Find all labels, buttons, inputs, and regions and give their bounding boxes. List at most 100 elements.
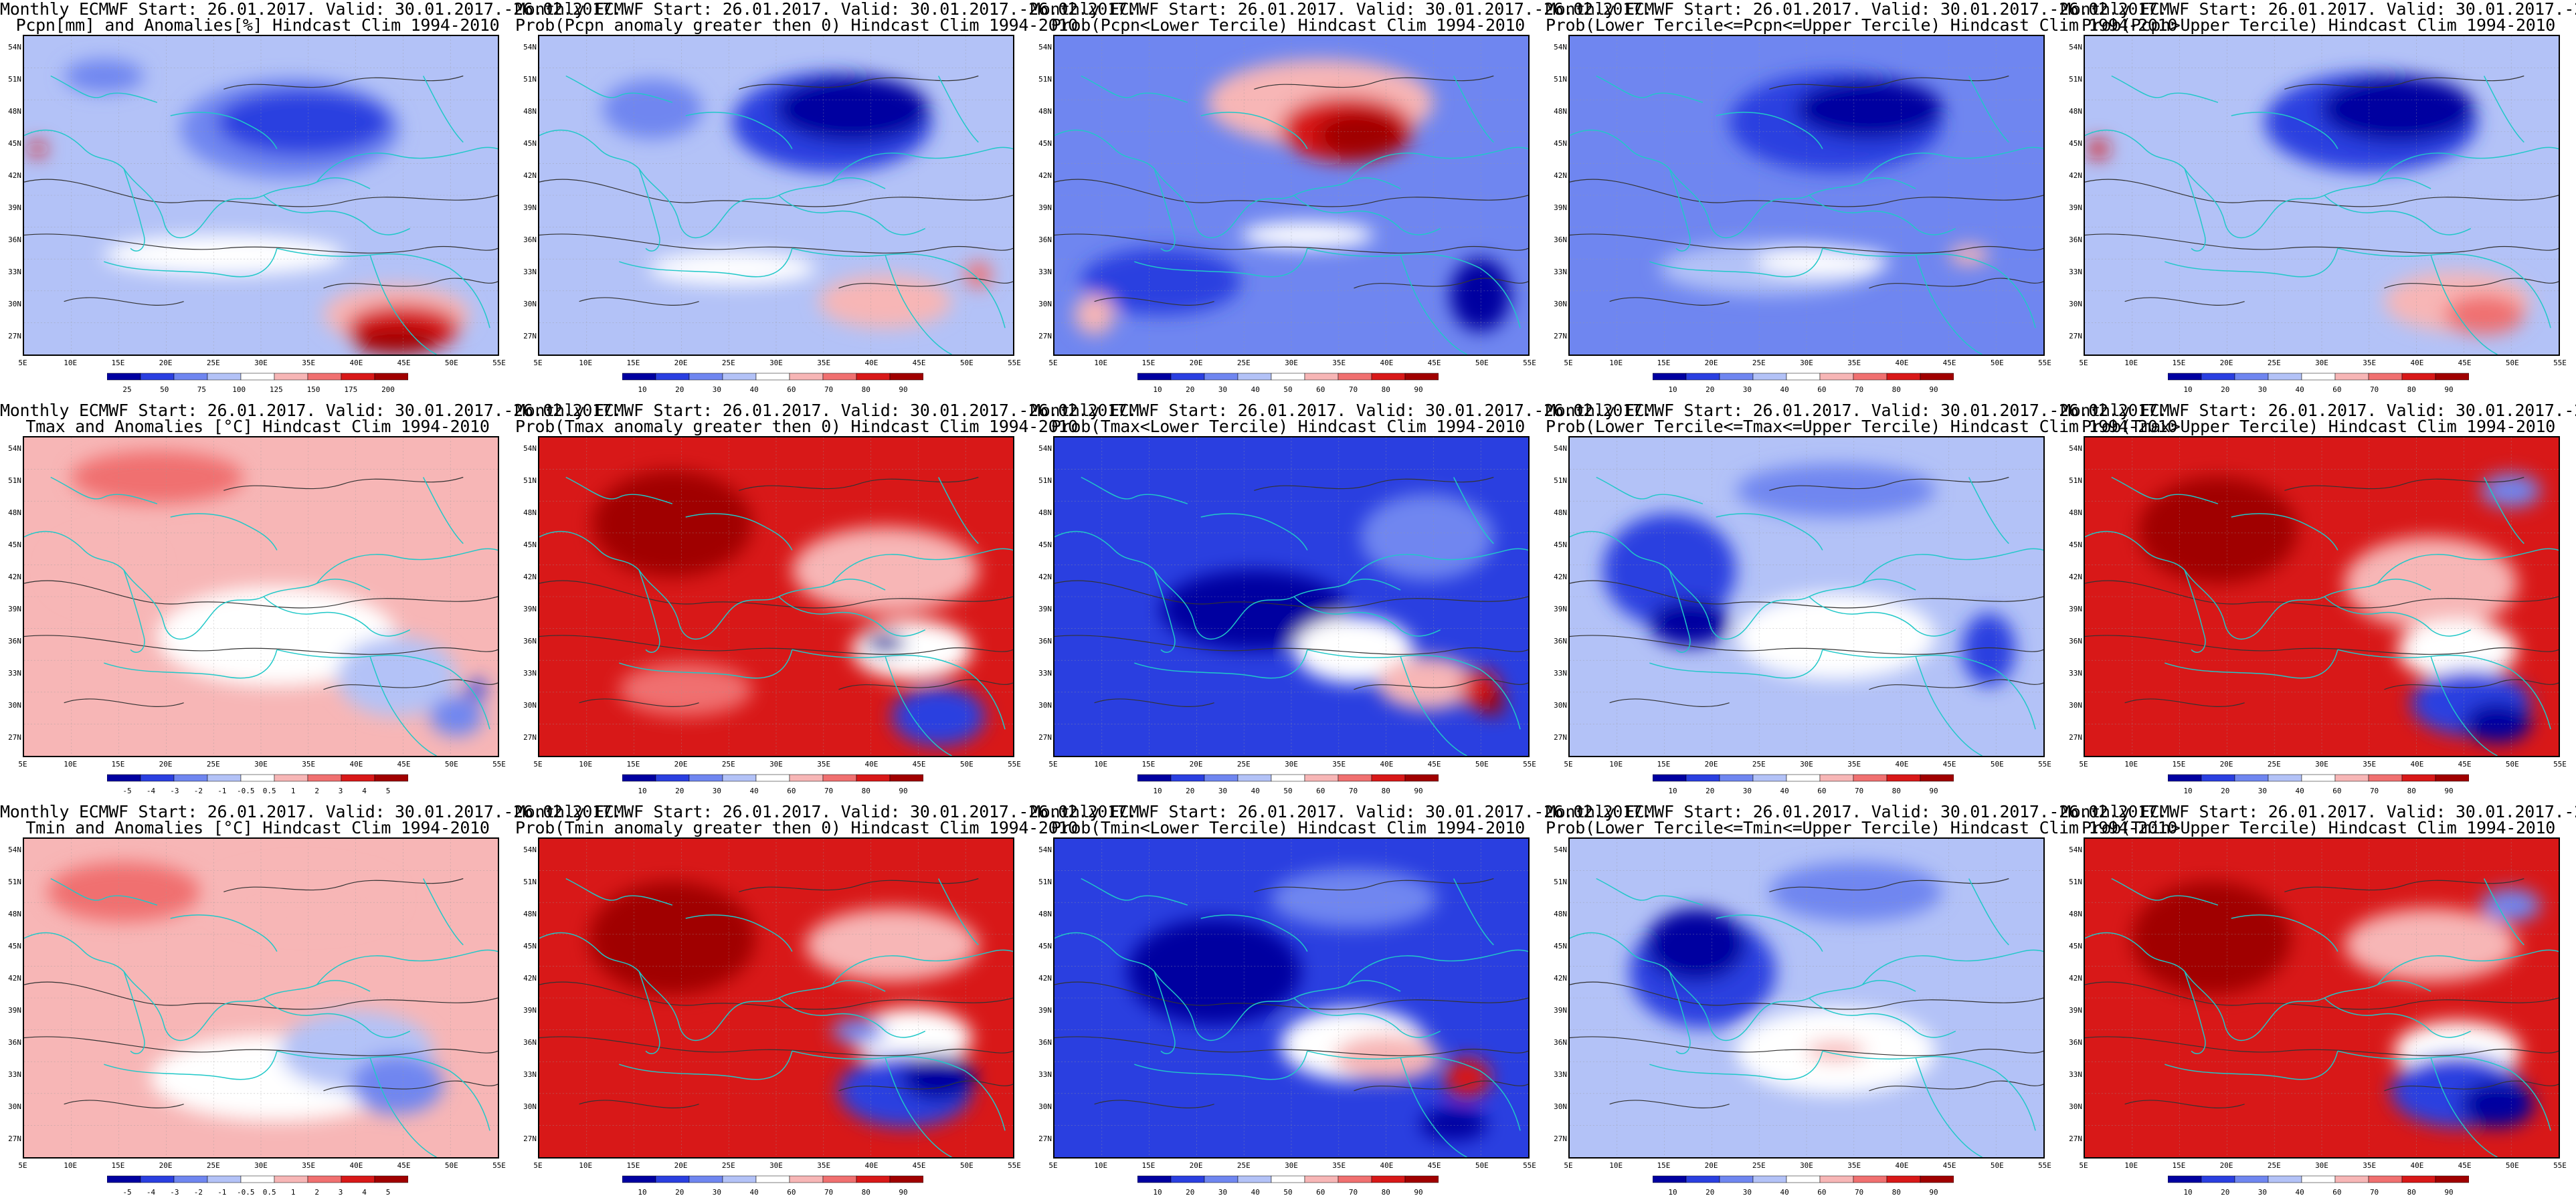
lat-tick-label: 30N bbox=[8, 300, 21, 308]
lon-tick-label: 40E bbox=[1380, 760, 1394, 769]
lon-tick-label: 15E bbox=[111, 359, 125, 367]
map-panel: Monthly ECMWF Start: 26.01.2017. Valid: … bbox=[0, 0, 622, 401]
lat-tick-label: 33N bbox=[1554, 1070, 1567, 1079]
field-region bbox=[1333, 1034, 1441, 1081]
colorbar-container bbox=[622, 372, 923, 381]
lon-tick-label: 40E bbox=[1895, 1161, 1909, 1170]
colorbar-tick-label: 80 bbox=[1892, 787, 1901, 795]
colorbar-tick-label: 30 bbox=[712, 385, 722, 394]
field-region bbox=[1649, 599, 1730, 647]
lat-tick-label: 42N bbox=[2069, 974, 2082, 983]
colorbar-tick-label: 50 bbox=[1283, 1188, 1293, 1197]
lat-tick-label: 45N bbox=[2069, 540, 2082, 549]
lat-tick-label: 39N bbox=[8, 605, 21, 613]
map-frame bbox=[538, 436, 1014, 757]
lat-tick-label: 54N bbox=[2069, 845, 2082, 854]
colorbar-segment bbox=[341, 373, 375, 381]
colorbar-segment bbox=[1886, 1175, 1921, 1183]
lon-tick-label: 25E bbox=[1236, 359, 1251, 367]
colorbar-segment bbox=[274, 774, 308, 782]
field-region bbox=[865, 633, 905, 654]
lon-tick-label: 25E bbox=[2267, 359, 2281, 367]
panel-title-line2: Prob(Tmin<Lower Tercile) Hindcast Clim 1… bbox=[1050, 818, 1526, 837]
colorbar-tick-label: 80 bbox=[1892, 1188, 1901, 1197]
panel-title-line2: Prob(Lower Tercile<=Pcpn<=Upper Tercile)… bbox=[1546, 15, 2178, 35]
colorbar-segment bbox=[1304, 373, 1339, 381]
lon-tick-label: 10E bbox=[64, 359, 78, 367]
lon-tick-label: 50E bbox=[959, 359, 974, 367]
colorbar-segment bbox=[1819, 774, 1854, 782]
lat-tick-label: 54N bbox=[8, 43, 21, 52]
lat-tick-label: 39N bbox=[1554, 1006, 1567, 1015]
lon-tick-label: 55E bbox=[492, 760, 506, 769]
lat-tick-label: 42N bbox=[8, 171, 21, 180]
lon-tick-label: 50E bbox=[444, 359, 458, 367]
colorbar-tick-label: 2 bbox=[314, 1188, 319, 1197]
lon-tick-label: 20E bbox=[2219, 359, 2233, 367]
lon-tick-label: 30E bbox=[1285, 760, 1298, 769]
lon-tick-label: 45E bbox=[2458, 359, 2472, 367]
contour-lines bbox=[1570, 75, 2043, 306]
colorbar-segment bbox=[1719, 774, 1754, 782]
lat-tick-label: 48N bbox=[1554, 107, 1567, 116]
lon-tick-label: 40E bbox=[349, 760, 363, 769]
lat-tick-label: 30N bbox=[1038, 1102, 1052, 1111]
colorbar-container bbox=[1653, 1175, 1954, 1184]
lon-tick-label: 35E bbox=[817, 359, 831, 367]
colorbar-segment bbox=[1271, 774, 1305, 782]
map-field bbox=[539, 839, 1013, 1157]
colorbar-tick-label: 40 bbox=[1780, 1188, 1789, 1197]
colorbar-tick-label: 0.5 bbox=[262, 1188, 276, 1197]
colorbar-segment bbox=[240, 373, 275, 381]
lat-tick-label: 48N bbox=[2069, 508, 2082, 517]
map-frame bbox=[1053, 35, 1530, 356]
lat-tick-label: 33N bbox=[2069, 669, 2082, 678]
lat-tick-label: 42N bbox=[1554, 974, 1567, 983]
colorbar-container bbox=[1137, 773, 1439, 783]
lon-tick-label: 40E bbox=[864, 1161, 879, 1170]
colorbar-segment bbox=[2168, 373, 2202, 381]
lat-tick-label: 36N bbox=[8, 235, 21, 244]
colorbar-segment bbox=[2301, 373, 2336, 381]
lon-tick-label: 45E bbox=[1427, 359, 1441, 367]
contour-lines bbox=[539, 476, 1013, 707]
lon-tick-label: 20E bbox=[674, 1161, 688, 1170]
lon-tick-label: 35E bbox=[1847, 359, 1861, 367]
lat-tick-label: 30N bbox=[1038, 300, 1052, 308]
lon-tick-label: 50E bbox=[1475, 1161, 1489, 1170]
colorbar-tick-label: 40 bbox=[749, 385, 759, 394]
colorbar-tick-label: 20 bbox=[2221, 787, 2230, 795]
colorbar-tick-label: 60 bbox=[1817, 1188, 1827, 1197]
field-region bbox=[602, 79, 703, 139]
colorbar-segment bbox=[1920, 1175, 1954, 1183]
map-field bbox=[1570, 437, 2043, 756]
colorbar-segment bbox=[1920, 774, 1954, 782]
lon-tick-label: 45E bbox=[1427, 1161, 1441, 1170]
colorbar-segment bbox=[1204, 1175, 1238, 1183]
field-region bbox=[29, 140, 45, 157]
lat-tick-label: 42N bbox=[8, 974, 21, 983]
lat-tick-label: 42N bbox=[523, 171, 537, 180]
colorbar bbox=[107, 1175, 408, 1183]
field-region bbox=[2444, 294, 2524, 335]
lon-tick-label: 30E bbox=[2315, 1161, 2328, 1170]
lat-tick-label: 48N bbox=[8, 508, 21, 517]
field-region bbox=[2480, 474, 2541, 508]
field-region bbox=[1443, 1058, 1491, 1098]
colorbar-tick-label: 70 bbox=[2369, 1188, 2379, 1197]
colorbar-segment bbox=[889, 373, 923, 381]
lat-tick-label: 39N bbox=[2069, 203, 2082, 212]
colorbar-tick-label: 60 bbox=[1316, 787, 1325, 795]
lat-tick-label: 27N bbox=[523, 733, 537, 742]
colorbar-tick-label: 60 bbox=[1817, 385, 1827, 394]
colorbar-segment bbox=[1137, 1175, 1172, 1183]
map-frame bbox=[23, 436, 499, 757]
map-panel: Monthly ECMWF Start: 26.01.2017. Valid: … bbox=[0, 401, 622, 803]
lon-tick-label: 45E bbox=[397, 1161, 411, 1170]
field-region bbox=[1769, 862, 1942, 922]
lon-tick-label: 30E bbox=[1800, 1161, 1813, 1170]
lat-tick-label: 51N bbox=[1554, 878, 1567, 886]
colorbar-container bbox=[2168, 773, 2469, 783]
lon-tick-label: 35E bbox=[1332, 760, 1346, 769]
colorbar bbox=[107, 774, 408, 782]
